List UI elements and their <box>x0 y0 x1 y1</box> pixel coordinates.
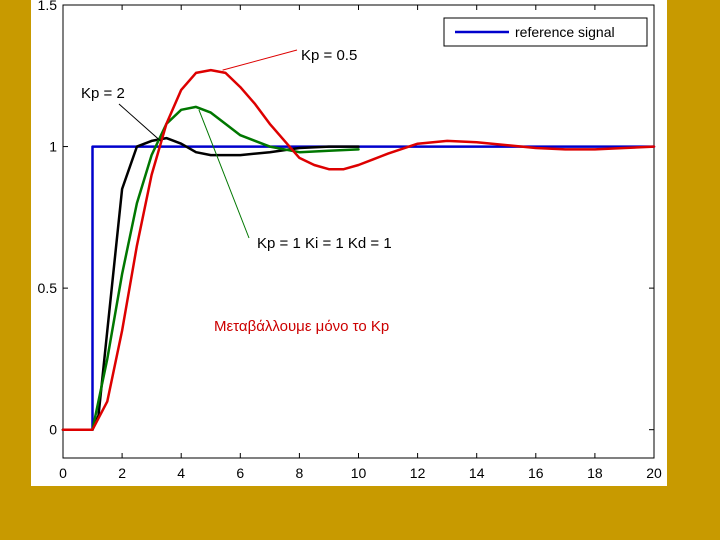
line-chart: 0 2 4 6 8 10 12 14 16 18 20 0 0.5 1 1.5 reference sign… <box>38 0 662 481</box>
x-tick-label: 18 <box>587 465 603 481</box>
response-line-2 <box>61 105 360 431</box>
legend-label: reference signal <box>515 24 615 40</box>
x-tick-label: 16 <box>528 465 544 481</box>
axes: 0 2 4 6 8 10 12 14 16 18 20 0 0.5 1 1.5 <box>38 0 662 481</box>
plot-panel: 0 2 4 6 8 10 12 14 16 18 20 0 0.5 1 1.5 reference sign… <box>31 0 667 486</box>
annotation-layer: Kp = 0.5 Kp = 2 Kp = 1 Ki = 1 Kd = 1 Μεταβά… <box>81 47 392 335</box>
annotation-label: Kp = 2 <box>81 85 125 102</box>
x-tick-label: 8 <box>296 465 304 481</box>
x-tick-label: 12 <box>410 465 426 481</box>
x-tick-label: 2 <box>118 465 126 481</box>
x-tick-label: 0 <box>59 465 67 481</box>
y-tick-label: 1 <box>49 139 57 155</box>
series-layer <box>61 68 656 431</box>
reference-signal-line <box>61 145 656 431</box>
annotation-label: Kp = 0.5 <box>301 47 357 64</box>
x-tick-label: 6 <box>236 465 244 481</box>
response-line-3 <box>61 68 656 431</box>
y-tick-label: 0.5 <box>38 280 58 296</box>
annotation-pointer <box>118 103 161 142</box>
response-line-1 <box>61 136 360 431</box>
annotation-pointer <box>198 109 250 239</box>
plot-frame <box>62 4 655 459</box>
annotation-caption: Μεταβάλλουμε μόνο το Kp <box>214 318 389 335</box>
annotation-label: Kp = 1 Ki = 1 Kd = 1 <box>257 235 392 252</box>
legend: reference signal <box>443 17 648 47</box>
x-tick-label: 10 <box>351 465 367 481</box>
x-tick-label: 20 <box>646 465 662 481</box>
x-tick-label: 14 <box>469 465 485 481</box>
y-tick-label: 0 <box>49 422 57 438</box>
y-tick-label: 1.5 <box>38 0 58 13</box>
x-tick-label: 4 <box>177 465 185 481</box>
annotation-pointer <box>222 49 298 71</box>
